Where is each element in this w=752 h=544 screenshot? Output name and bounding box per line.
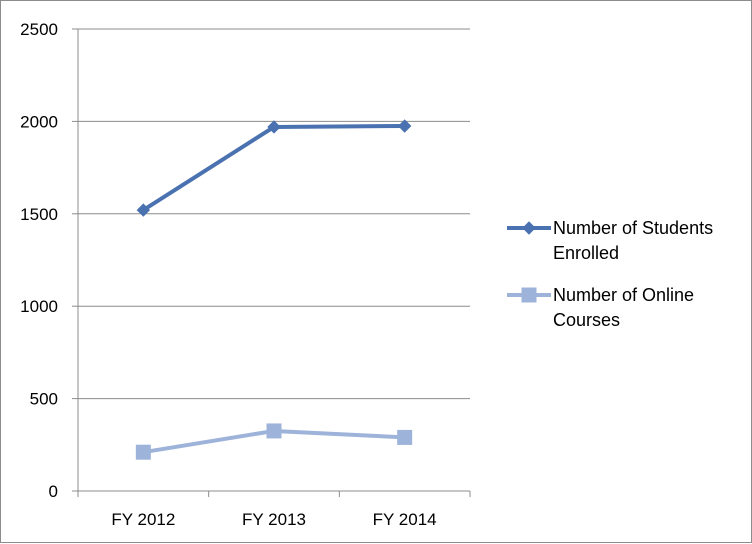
y-tick-label: 0 xyxy=(49,482,58,501)
axes xyxy=(72,28,471,497)
y-tick-label: 2500 xyxy=(20,20,58,39)
legend: Number of Students Enrolled Number of Onli… xyxy=(507,218,713,330)
y-tick-label: 1500 xyxy=(20,205,58,224)
y-tick-label: 500 xyxy=(30,390,58,409)
legend-marker xyxy=(522,221,536,235)
x-tick-label: FY 2014 xyxy=(373,510,437,529)
data-point xyxy=(136,203,151,217)
legend-label: Number of Online xyxy=(553,285,694,305)
series-lines xyxy=(135,119,413,460)
legend-label: Courses xyxy=(553,310,620,330)
gridlines xyxy=(78,28,470,400)
data-point xyxy=(135,444,151,460)
legend-label: Enrolled xyxy=(553,243,619,263)
data-point xyxy=(397,429,413,445)
y-tick-label: 2000 xyxy=(20,112,58,131)
data-point xyxy=(266,423,282,439)
legend-label: Number of Students xyxy=(553,218,713,238)
x-tick-label: FY 2013 xyxy=(242,510,306,529)
data-point xyxy=(267,120,281,134)
legend-marker xyxy=(521,287,537,303)
x-tick-label: FY 2012 xyxy=(111,510,175,529)
series-line-1 xyxy=(142,124,405,212)
y-tick-label: 1000 xyxy=(20,297,58,316)
data-point xyxy=(397,119,412,133)
tick-labels: 0 500 1000 1500 2000 2500 FY 2012 FY 2013 FY 201… xyxy=(20,20,436,529)
